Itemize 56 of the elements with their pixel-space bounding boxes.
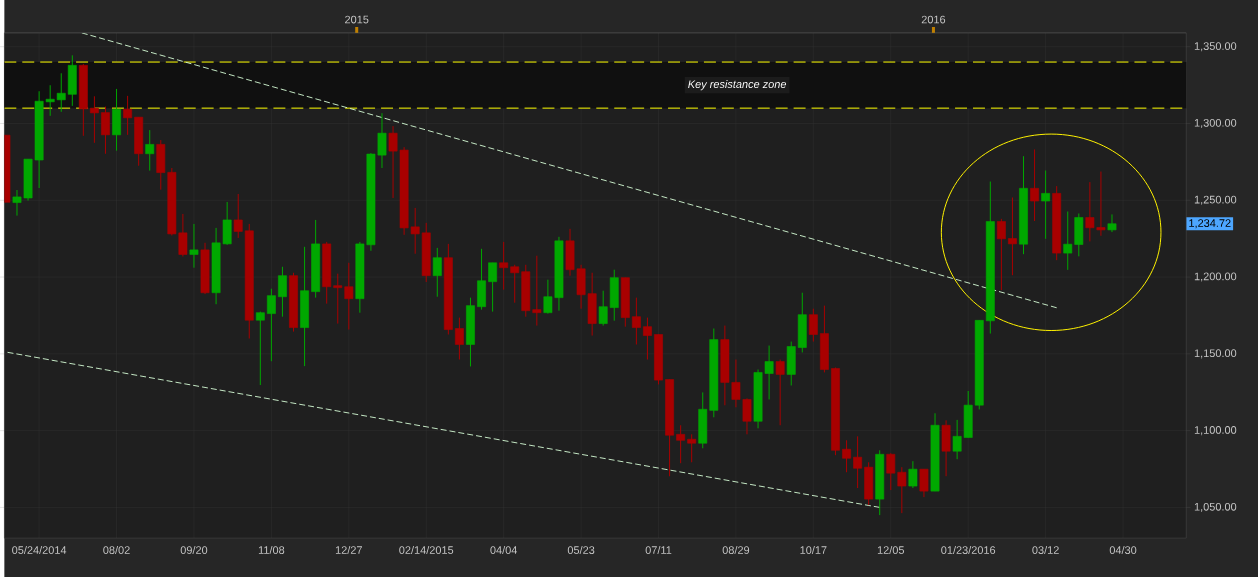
x-tick-label: 08/02	[103, 545, 130, 554]
candlestick	[255, 311, 265, 386]
candlestick	[775, 359, 785, 426]
candlestick	[488, 262, 497, 313]
candlestick	[919, 468, 929, 498]
candlestick	[1107, 213, 1117, 233]
x-tick-label: 05/24/2014	[12, 545, 67, 554]
candlestick	[510, 264, 520, 304]
candlestick	[455, 317, 464, 361]
candlestick	[996, 218, 1006, 291]
x-tick-label: 12/27	[335, 545, 362, 554]
x2-tick-label: 2015	[345, 15, 369, 24]
candlestick	[90, 95, 99, 144]
x-tick-label: 07/11	[645, 545, 672, 554]
candlestick	[676, 424, 686, 464]
candlestick	[145, 129, 155, 172]
candlestick	[432, 247, 442, 298]
candlestick	[598, 290, 608, 327]
x-tick-label: 04/04	[490, 545, 518, 554]
candlestick	[908, 460, 918, 489]
x2-tick-label: 2016	[921, 15, 946, 24]
candlestick	[278, 266, 287, 318]
candlestick	[189, 223, 199, 269]
candlestick	[853, 435, 862, 489]
y-tick-label: 1,350.00	[1194, 42, 1237, 52]
candlestick	[808, 308, 818, 343]
y-tick-label: 1,050.00	[1194, 502, 1237, 512]
y-tick-label: 1,150.00	[1194, 349, 1237, 359]
x-tick-label: 03/12	[1032, 545, 1059, 554]
x-tick-label: 11/08	[258, 545, 285, 554]
x-tick-label: 09/20	[180, 545, 208, 554]
x-tick-label: 12/05	[877, 545, 905, 554]
candlestick	[499, 241, 509, 291]
y-tick-label: 1,100.00	[1194, 426, 1237, 436]
x-tick-label: 02/14/2015	[399, 545, 454, 554]
text: 1,234.72	[1189, 219, 1231, 229]
candlestick	[631, 297, 641, 345]
candlestick	[842, 439, 851, 473]
candlestick	[1008, 197, 1017, 276]
y-tick-label: 1,300.00	[1194, 118, 1237, 129]
candlestick	[687, 433, 697, 463]
candlestick	[643, 317, 652, 361]
candlestick	[123, 95, 133, 136]
candlestick	[101, 106, 110, 155]
x-tick-label: 05/23	[567, 545, 595, 554]
x-tick-label: 01/23/2016	[941, 545, 996, 554]
x-tick-label: 08/29	[722, 545, 750, 554]
x-tick-label: 04/30	[1109, 545, 1137, 554]
y-tick-label: 1,200.00	[1194, 272, 1237, 282]
candlestick	[266, 288, 276, 362]
x-tick-label: 10/17	[800, 545, 827, 554]
candlestick	[1041, 169, 1051, 240]
candlestick	[233, 193, 243, 239]
band-label: Key resistance zone	[688, 79, 787, 91]
y-tick-label: 1,250.00	[1194, 195, 1237, 205]
candlestick	[1030, 148, 1039, 222]
